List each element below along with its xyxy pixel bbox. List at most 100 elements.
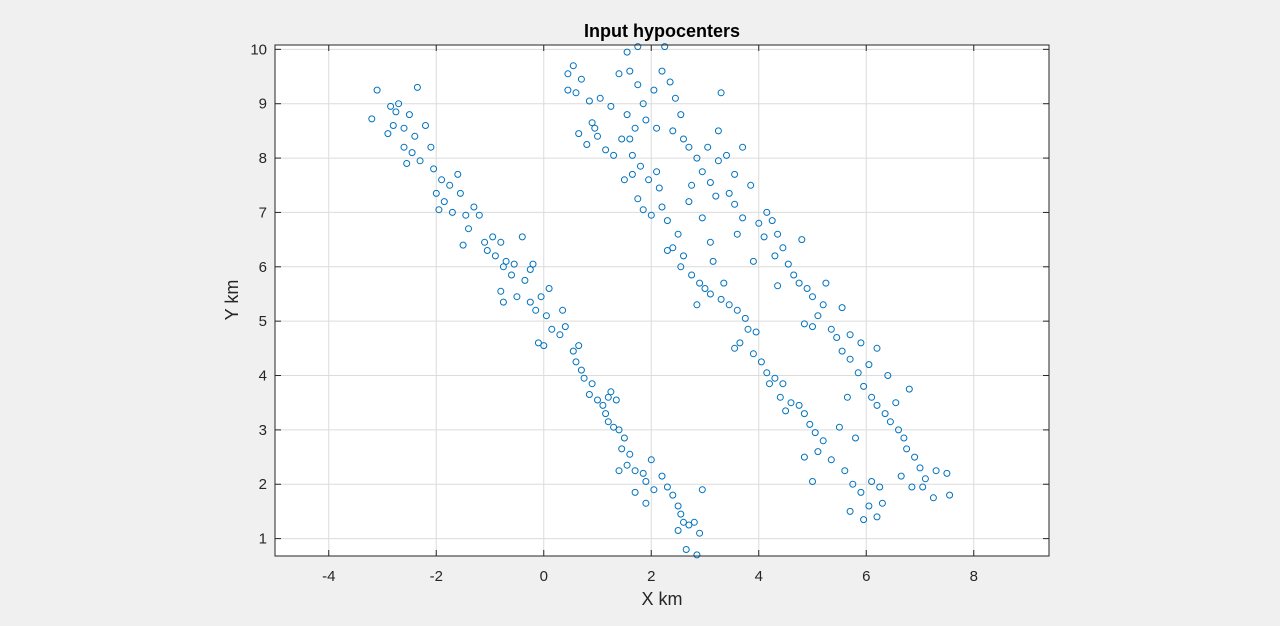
data-point bbox=[537, 293, 545, 301]
data-point bbox=[620, 434, 628, 442]
data-point bbox=[731, 200, 739, 208]
data-point bbox=[663, 217, 671, 225]
data-point bbox=[631, 467, 639, 475]
data-point bbox=[645, 176, 653, 184]
data-point bbox=[733, 306, 741, 314]
data-point bbox=[782, 407, 790, 415]
data-point bbox=[540, 342, 548, 350]
x-tick-label: -4 bbox=[322, 568, 335, 585]
data-point bbox=[752, 328, 760, 336]
data-point bbox=[612, 396, 620, 404]
data-point bbox=[623, 111, 631, 119]
data-point bbox=[615, 426, 623, 434]
data-point bbox=[701, 285, 709, 292]
data-point bbox=[456, 189, 464, 197]
data-point bbox=[680, 518, 687, 526]
data-point bbox=[696, 279, 704, 287]
data-point bbox=[677, 510, 685, 518]
data-point bbox=[749, 350, 757, 358]
y-tick-label: 10 bbox=[250, 41, 267, 58]
y-axis-ticks: 1 2 3 4 5 6 7 8 9 10 bbox=[250, 41, 1049, 548]
data-point bbox=[929, 494, 937, 502]
data-point bbox=[669, 244, 677, 252]
data-point bbox=[368, 115, 376, 123]
data-point bbox=[800, 410, 808, 418]
data-point bbox=[685, 521, 693, 529]
data-point bbox=[731, 170, 739, 178]
data-point bbox=[508, 271, 515, 279]
data-point bbox=[771, 252, 779, 260]
data-point bbox=[774, 230, 782, 238]
data-point bbox=[432, 189, 440, 197]
data-point bbox=[897, 472, 905, 480]
x-tick-label: -2 bbox=[430, 568, 443, 585]
data-point bbox=[806, 420, 814, 428]
data-point bbox=[628, 151, 636, 159]
data-point bbox=[760, 233, 768, 241]
data-point bbox=[626, 67, 634, 75]
data-point bbox=[787, 399, 795, 407]
data-point bbox=[556, 331, 564, 339]
data-point bbox=[733, 230, 741, 238]
data-point bbox=[666, 78, 674, 86]
data-point bbox=[714, 157, 722, 165]
data-point bbox=[658, 203, 666, 211]
data-point bbox=[876, 483, 884, 491]
data-point bbox=[623, 48, 631, 56]
data-point bbox=[835, 423, 843, 431]
data-point bbox=[497, 238, 505, 246]
data-point bbox=[682, 546, 690, 553]
data-point bbox=[634, 81, 642, 89]
data-point bbox=[725, 189, 733, 197]
data-point bbox=[642, 478, 650, 485]
data-point bbox=[655, 184, 663, 192]
data-point bbox=[405, 111, 413, 119]
data-point bbox=[591, 124, 599, 132]
data-point bbox=[698, 214, 706, 222]
data-point bbox=[795, 401, 803, 409]
data-point bbox=[860, 516, 868, 524]
data-point bbox=[693, 301, 701, 309]
x-tick-label: 4 bbox=[755, 568, 763, 585]
data-point bbox=[854, 369, 862, 377]
chart-title: Input hypocenters bbox=[584, 21, 740, 41]
data-point bbox=[744, 325, 752, 333]
data-point bbox=[615, 467, 623, 475]
data-point bbox=[585, 391, 593, 398]
data-point bbox=[631, 124, 639, 132]
data-point bbox=[741, 314, 749, 322]
data-point bbox=[873, 344, 881, 352]
data-point bbox=[674, 527, 682, 534]
data-point bbox=[698, 168, 706, 176]
data-point bbox=[833, 334, 841, 341]
y-tick-label: 5 bbox=[259, 313, 267, 330]
data-point bbox=[895, 426, 902, 434]
data-point bbox=[884, 372, 892, 379]
data-point bbox=[411, 132, 419, 140]
x-axis-ticks: -4 -2 0 2 4 6 8 bbox=[322, 45, 978, 585]
data-point bbox=[669, 127, 677, 135]
data-point bbox=[618, 135, 626, 143]
data-point bbox=[545, 285, 553, 292]
data-point bbox=[465, 225, 472, 233]
data-point bbox=[594, 132, 601, 140]
data-point bbox=[685, 143, 693, 151]
y-axis-label: Y km bbox=[222, 280, 242, 321]
data-point bbox=[534, 339, 542, 347]
data-point bbox=[526, 266, 534, 273]
data-point bbox=[903, 445, 911, 453]
data-point bbox=[704, 143, 712, 151]
data-point bbox=[846, 331, 854, 339]
data-point bbox=[822, 279, 830, 287]
data-point bbox=[911, 453, 919, 461]
data-point bbox=[779, 380, 787, 388]
data-point bbox=[905, 385, 913, 393]
data-point bbox=[841, 467, 849, 475]
data-point bbox=[634, 195, 642, 203]
data-point bbox=[779, 244, 787, 252]
data-point bbox=[720, 279, 728, 287]
data-point bbox=[680, 252, 687, 260]
data-point bbox=[739, 143, 747, 151]
data-point bbox=[413, 83, 421, 91]
x-tick-label: 0 bbox=[540, 568, 548, 585]
